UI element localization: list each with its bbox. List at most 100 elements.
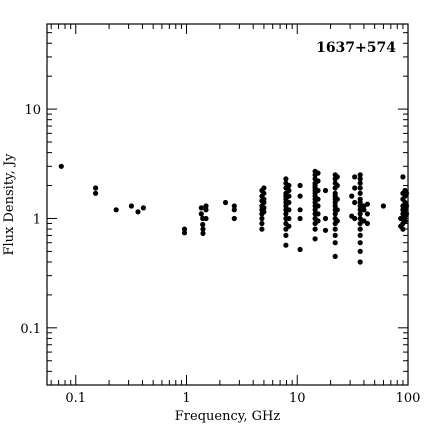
data-point — [357, 220, 363, 227]
data-point — [403, 211, 410, 217]
data-point — [198, 205, 204, 211]
data-point — [286, 199, 292, 206]
data-point — [403, 203, 410, 209]
data-point — [357, 232, 363, 238]
data-point — [334, 182, 340, 189]
data-point — [403, 190, 410, 196]
y-axis-label: Flux Density, Jy — [2, 153, 17, 256]
data-point — [198, 211, 204, 217]
data-point — [402, 218, 408, 224]
data-point — [297, 193, 303, 199]
data-point — [357, 185, 363, 191]
data-point — [297, 207, 303, 213]
data-point — [261, 205, 267, 211]
data-point — [128, 203, 134, 209]
data-point — [364, 201, 370, 207]
data-point — [357, 203, 363, 209]
data-point — [200, 221, 206, 228]
y-tick-labels: 0.1 1 10 — [20, 103, 41, 337]
data-point — [231, 203, 237, 209]
data-point — [261, 199, 267, 206]
data-points — [58, 163, 410, 265]
data-point — [349, 193, 355, 199]
data-point — [203, 207, 209, 213]
data-point — [361, 207, 367, 213]
axis-ticks — [47, 23, 409, 386]
data-point — [286, 207, 292, 213]
data-point — [332, 226, 338, 232]
data-point — [283, 176, 289, 182]
data-point — [357, 190, 363, 196]
data-point — [200, 226, 206, 232]
x-tick-label: 10 — [289, 391, 306, 406]
data-point — [315, 178, 321, 184]
data-point — [286, 215, 292, 222]
data-point — [283, 242, 289, 248]
data-point — [315, 211, 321, 217]
data-point — [332, 240, 338, 246]
data-point — [315, 187, 321, 194]
data-point — [286, 193, 292, 199]
data-point — [312, 236, 318, 242]
data-point — [357, 207, 363, 213]
data-point — [332, 203, 338, 209]
x-tick-label: 100 — [396, 391, 421, 406]
data-point — [297, 215, 303, 222]
data-point — [357, 215, 363, 222]
data-point — [352, 199, 358, 206]
data-point — [315, 203, 321, 209]
x-tick-label: 0.1 — [65, 391, 86, 406]
data-point — [352, 215, 358, 222]
data-point — [181, 226, 188, 232]
x-tick-label: 1 — [182, 391, 190, 406]
data-point — [322, 187, 329, 194]
data-point — [312, 207, 318, 213]
data-point — [357, 240, 363, 246]
data-point — [364, 211, 370, 217]
data-point — [332, 253, 338, 259]
data-point — [135, 209, 141, 215]
data-point — [113, 207, 119, 213]
y-tick-label: 1 — [33, 212, 41, 227]
source-name-label: 1637+574 — [316, 40, 396, 56]
data-point — [312, 226, 318, 232]
y-tick-label: 10 — [24, 103, 41, 118]
data-point — [259, 220, 265, 227]
data-point — [140, 205, 146, 211]
data-point — [332, 211, 338, 217]
x-axis-label: Frequency, GHz — [175, 409, 281, 424]
data-point — [261, 209, 267, 215]
data-point — [283, 203, 289, 209]
data-point — [357, 176, 363, 182]
data-point — [357, 248, 363, 254]
data-point — [222, 199, 229, 206]
y-tick-label: 0.1 — [20, 322, 41, 337]
data-point — [352, 185, 358, 191]
data-point — [286, 182, 292, 189]
data-point — [334, 207, 340, 213]
data-point — [203, 203, 209, 209]
data-point — [200, 230, 206, 236]
data-point — [286, 187, 292, 194]
data-point — [400, 226, 406, 232]
data-point — [93, 185, 99, 191]
data-point — [58, 163, 64, 169]
data-point — [322, 227, 329, 233]
data-point — [400, 174, 406, 180]
data-point — [297, 246, 303, 253]
data-point — [286, 223, 292, 229]
data-point — [380, 203, 386, 209]
data-point — [203, 215, 209, 222]
data-point — [297, 182, 303, 189]
x-tick-labels: 0.1 1 10 100 — [65, 391, 420, 406]
data-point — [352, 174, 358, 180]
data-point — [364, 220, 370, 227]
data-point — [315, 170, 321, 176]
data-point — [322, 215, 329, 222]
data-point — [283, 211, 289, 217]
data-point — [231, 207, 237, 213]
data-point — [334, 218, 340, 224]
data-point — [315, 196, 321, 202]
data-point — [357, 180, 363, 186]
